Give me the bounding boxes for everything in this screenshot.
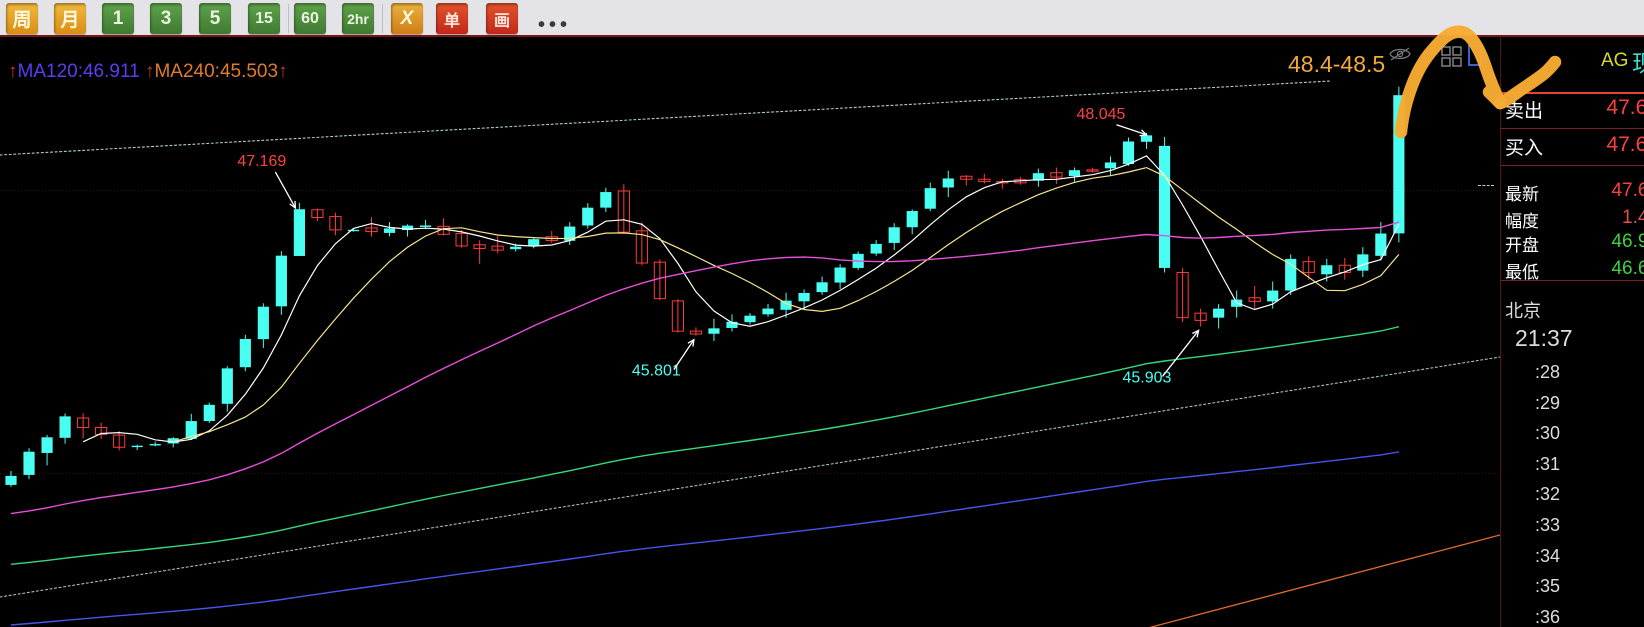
svg-text:45.801: 45.801 xyxy=(632,363,681,380)
svg-text:48.045: 48.045 xyxy=(1076,106,1125,123)
svg-text:45.903: 45.903 xyxy=(1123,369,1172,386)
svg-text:47.169: 47.169 xyxy=(237,153,286,170)
